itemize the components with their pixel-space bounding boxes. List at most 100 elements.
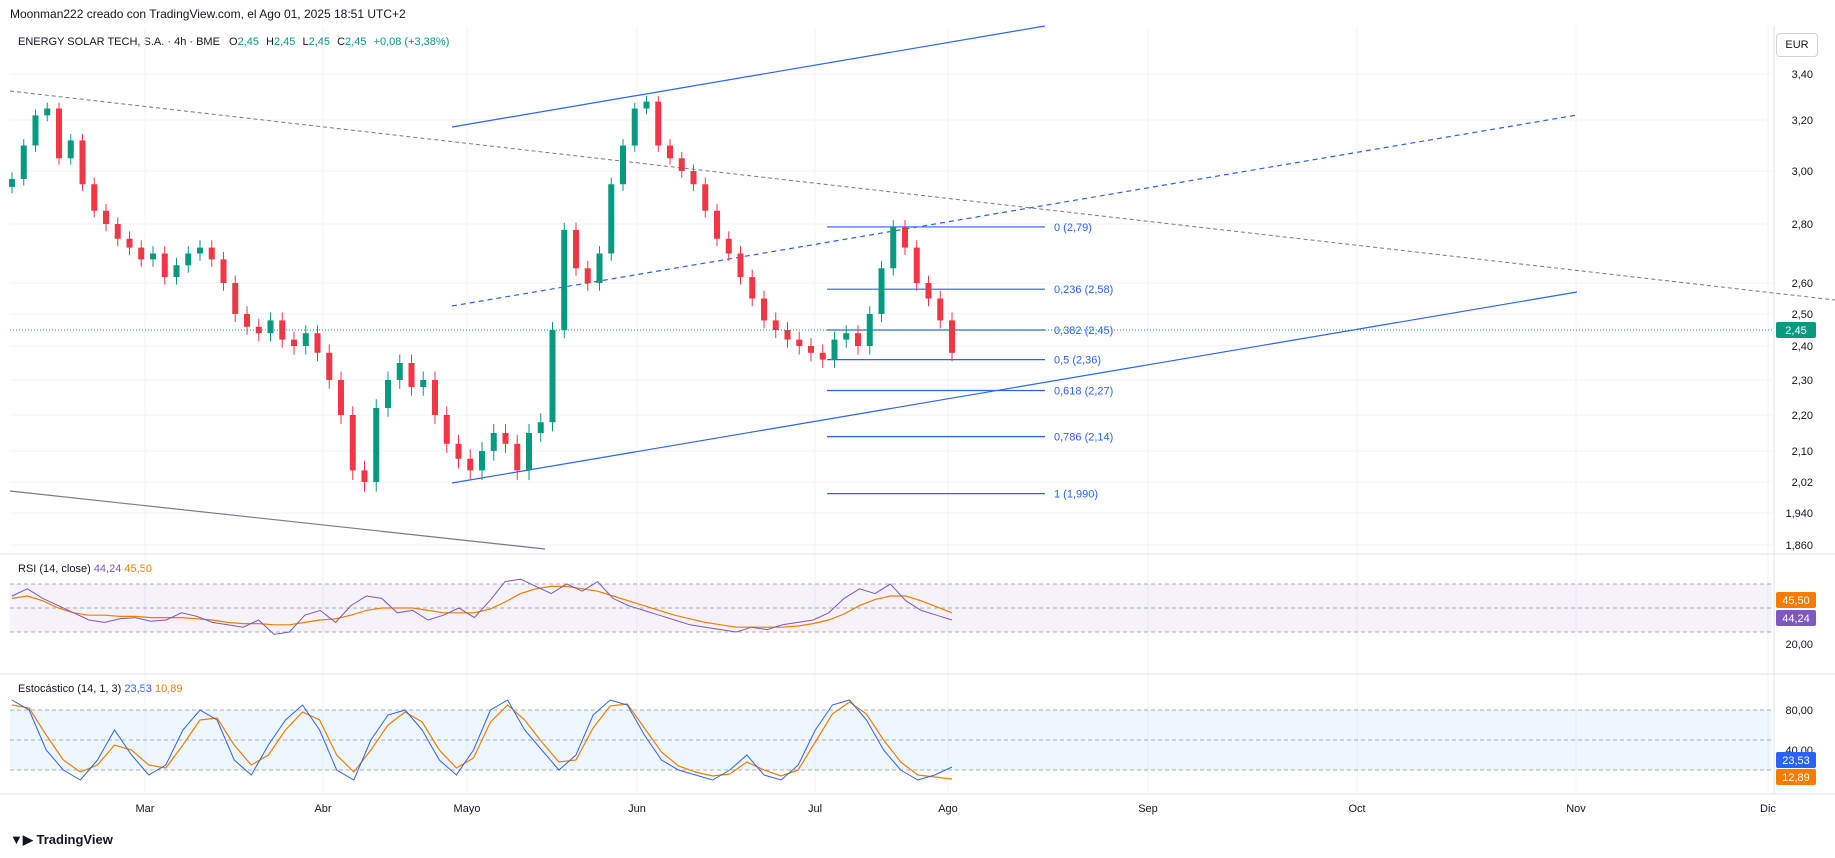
candle-body xyxy=(890,226,897,269)
price-tick-label: 2,40 xyxy=(1792,341,1813,353)
change-value: +0,08 (+3,38%) xyxy=(373,36,450,48)
chart-attribution: Moonman222 creado con TradingView.com, e… xyxy=(10,7,406,21)
fib-level-label: 0,5 (2,36) xyxy=(1054,355,1101,367)
candle-body xyxy=(150,253,156,260)
stoch-value-tag xyxy=(1776,769,1816,785)
last-price-tag-label: 2,45 xyxy=(1785,325,1806,337)
candle-body xyxy=(643,101,650,109)
candle-body xyxy=(314,333,321,353)
candle-body xyxy=(20,145,27,179)
candle-body xyxy=(608,184,615,254)
brand-icon: ▼▶ xyxy=(10,832,37,847)
x-tick-label: Abr xyxy=(314,803,331,815)
candle-body xyxy=(537,422,544,433)
rsi-line xyxy=(11,578,953,635)
candle-body xyxy=(138,247,145,260)
candle-body xyxy=(443,415,450,444)
candle-body xyxy=(667,145,673,159)
candle-body xyxy=(855,333,861,346)
candle-body xyxy=(361,470,368,482)
tradingview-logo: ▼▶ TradingView xyxy=(10,832,113,848)
price-tick-label: 2,20 xyxy=(1792,410,1813,422)
candle-body xyxy=(725,238,732,254)
candle-body xyxy=(220,259,227,283)
candle-body xyxy=(526,433,532,471)
brand-label: TradingView xyxy=(36,832,113,847)
price-tick-label: 3,40 xyxy=(1792,69,1813,81)
x-tick-label: Jul xyxy=(808,803,822,815)
stoch-tick-label: 80,00 xyxy=(1785,705,1813,717)
candle-body xyxy=(91,184,98,211)
price-tick-label: 2,80 xyxy=(1792,219,1813,231)
candle-body xyxy=(596,253,603,283)
candle-body xyxy=(796,339,803,346)
x-tick-label: Oct xyxy=(1348,803,1365,815)
high-value: 2,45 xyxy=(274,36,296,48)
fib-level-label: 0 (2,79) xyxy=(1054,222,1092,234)
candle-body xyxy=(103,210,109,224)
open-label: O xyxy=(229,36,238,48)
symbol-label: ENERGY SOLAR TECH, S.A. · 4h · BME xyxy=(18,36,220,48)
candle-body xyxy=(702,184,709,211)
candle-body xyxy=(490,433,497,451)
stoch-value-tag-label: 12,89 xyxy=(1782,772,1810,784)
candle-body xyxy=(396,363,403,380)
price-tick-label: 1,940 xyxy=(1785,508,1813,520)
dashed-trendline xyxy=(9,90,1835,301)
candle-body xyxy=(561,229,568,330)
candle-body xyxy=(502,433,509,444)
open-value: 2,45 xyxy=(237,36,259,48)
stoch-d-line xyxy=(11,701,953,780)
price-tick-label: 2,10 xyxy=(1792,446,1813,458)
candle-body xyxy=(291,339,297,346)
close-label: C xyxy=(337,36,346,48)
fib-level-label: 0,382 (2,45) xyxy=(1054,325,1113,337)
currency-button[interactable]: EUR xyxy=(1776,33,1818,57)
candle-body xyxy=(620,145,626,185)
candle-body xyxy=(479,451,485,471)
candle-body xyxy=(678,158,685,171)
candle-body xyxy=(197,247,203,254)
candle-body xyxy=(913,247,920,283)
candle-body xyxy=(185,253,192,266)
candle-body xyxy=(408,363,415,387)
stoch-band xyxy=(10,710,1772,770)
rsi-tick-label: 20,00 xyxy=(1785,639,1813,651)
price-tick-label: 2,02 xyxy=(1792,477,1813,489)
rsi-value-tag-label: 45,50 xyxy=(1782,595,1810,607)
candle-body xyxy=(44,108,51,116)
candle-body xyxy=(467,458,474,471)
candle-body xyxy=(79,140,86,185)
candle-body xyxy=(255,326,262,334)
candle-body xyxy=(772,320,779,330)
candle-body xyxy=(56,108,62,159)
low-value: 2,45 xyxy=(308,36,331,48)
price-tick-label: 1,860 xyxy=(1785,540,1813,552)
candle-body xyxy=(455,443,462,459)
candle-body xyxy=(549,330,556,423)
x-tick-label: Mar xyxy=(136,803,155,815)
rsi-band xyxy=(10,584,1772,632)
candle-body xyxy=(373,408,380,482)
candle-body xyxy=(584,268,591,283)
candle-body xyxy=(690,171,697,185)
stoch-value-tag xyxy=(1776,752,1816,768)
candle-body xyxy=(244,314,250,327)
channel-lower-line xyxy=(451,291,1578,484)
x-tick-label: Mayo xyxy=(454,803,481,815)
rsi-value-tag-label: 44,24 xyxy=(1782,613,1810,625)
candle-body xyxy=(385,380,391,408)
candle-body xyxy=(655,101,662,146)
fib-level-label: 0,618 (2,27) xyxy=(1054,386,1113,398)
candle-body xyxy=(32,115,39,146)
candle-body xyxy=(902,226,908,248)
rsi-ma-line xyxy=(11,585,953,628)
candle-body xyxy=(808,346,814,353)
candle-body xyxy=(925,283,932,299)
candle-body xyxy=(326,352,333,380)
candle-body xyxy=(937,298,944,321)
candle-body xyxy=(349,415,356,471)
candle-body xyxy=(843,333,850,340)
candle-body xyxy=(420,380,427,387)
